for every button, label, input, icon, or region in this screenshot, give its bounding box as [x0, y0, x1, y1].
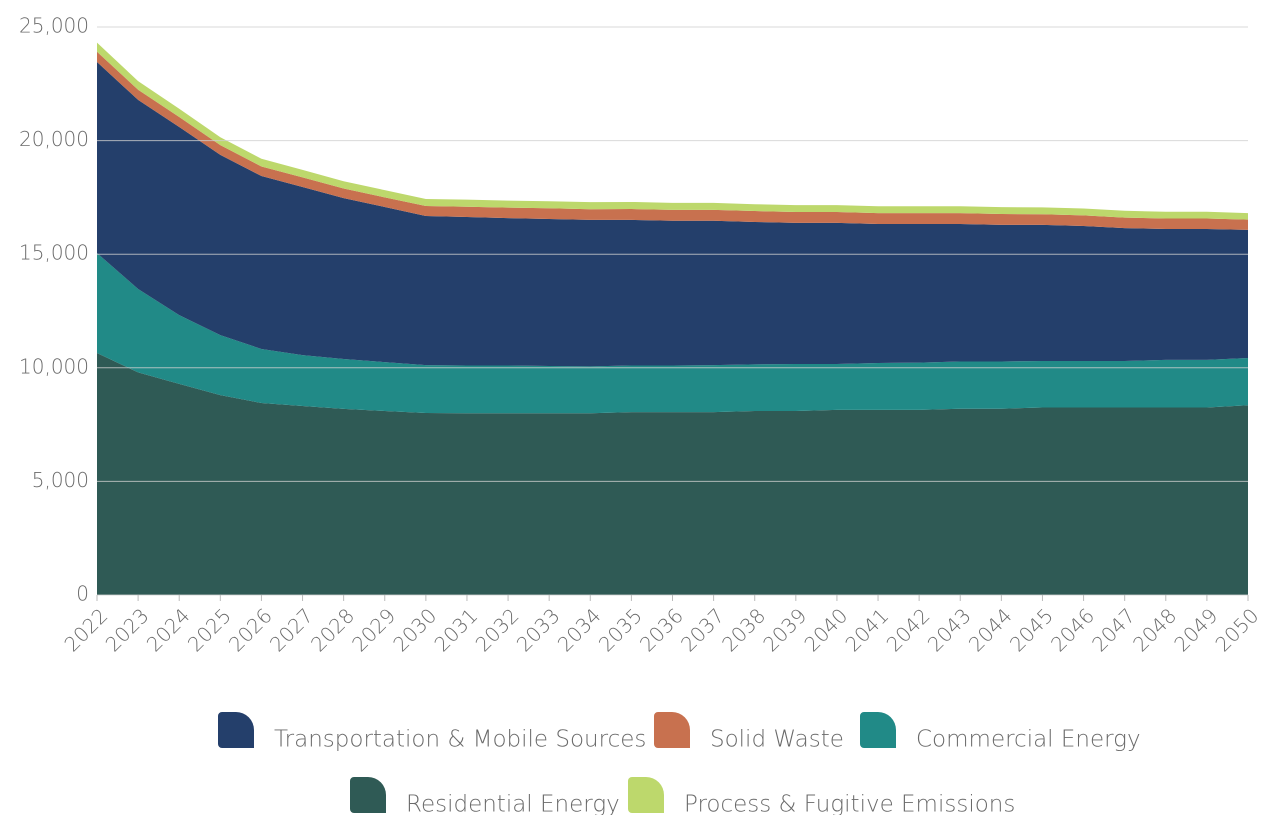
- x-tick-label: 2033: [512, 603, 565, 656]
- legend-label: Solid Waste: [710, 727, 844, 753]
- legend-swatch: [654, 712, 690, 748]
- x-tick-label: 2041: [840, 603, 893, 656]
- legend-item: Solid Waste: [654, 712, 844, 753]
- area: [97, 61, 1248, 367]
- x-tick-label: 2050: [1210, 603, 1263, 656]
- legend-swatch: [350, 777, 386, 813]
- x-tick-label: 2030: [388, 603, 441, 656]
- x-tick-label: 2027: [265, 603, 318, 656]
- x-tick-label: 2048: [1128, 603, 1181, 656]
- legend-swatch: [628, 777, 664, 813]
- x-tick-label: 2035: [594, 603, 647, 656]
- area: [97, 353, 1248, 595]
- x-tick-label: 2047: [1087, 603, 1140, 656]
- legend-label: Process & Fugitive Emissions: [684, 792, 1015, 815]
- y-tick-label: 25,000: [19, 14, 89, 38]
- x-tick-label: 2042: [882, 603, 935, 656]
- legend-item: Transportation & Mobile Sources: [218, 712, 646, 753]
- legend-swatch: [218, 712, 254, 748]
- x-tick-label: 2049: [1169, 603, 1222, 656]
- area: [97, 253, 1248, 414]
- x-tick-label: 2026: [224, 603, 277, 656]
- x-tick-label: 2039: [758, 603, 811, 656]
- x-tick-label: 2037: [676, 603, 729, 656]
- x-tick-label: 2040: [799, 603, 852, 656]
- legend-item: Process & Fugitive Emissions: [628, 777, 1015, 815]
- x-tick-label: 2046: [1046, 603, 1099, 656]
- legend-swatch: [860, 712, 896, 748]
- y-tick-label: 10,000: [19, 354, 89, 378]
- x-tick-label: 2034: [553, 603, 606, 656]
- x-tick-label: 2025: [183, 603, 236, 656]
- x-tick-label: 2024: [142, 603, 195, 656]
- y-tick-label: 20,000: [19, 127, 89, 151]
- x-tick-label: 2043: [923, 603, 976, 656]
- x-tick-label: 2031: [429, 603, 482, 656]
- y-tick-label: 15,000: [19, 241, 89, 265]
- legend-item: Residential Energy: [350, 777, 620, 815]
- x-tick-label: 2036: [635, 603, 688, 656]
- x-tick-label: 2029: [347, 603, 400, 656]
- legend-item: Commercial Energy: [860, 712, 1141, 753]
- x-tick-label: 2028: [306, 603, 359, 656]
- legend-label: Transportation & Mobile Sources: [274, 727, 646, 753]
- legend-label: Commercial Energy: [916, 727, 1141, 753]
- x-tick-label: 2045: [1005, 603, 1058, 656]
- x-tick-label: 2023: [101, 603, 154, 656]
- y-tick-label: 0: [76, 582, 89, 606]
- x-tick-label: 2022: [59, 603, 112, 656]
- x-tick-label: 2044: [964, 603, 1017, 656]
- y-tick-label: 5,000: [32, 468, 89, 492]
- x-tick-label: 2032: [471, 603, 524, 656]
- x-tick-label: 2038: [717, 603, 770, 656]
- legend-label: Residential Energy: [406, 792, 620, 815]
